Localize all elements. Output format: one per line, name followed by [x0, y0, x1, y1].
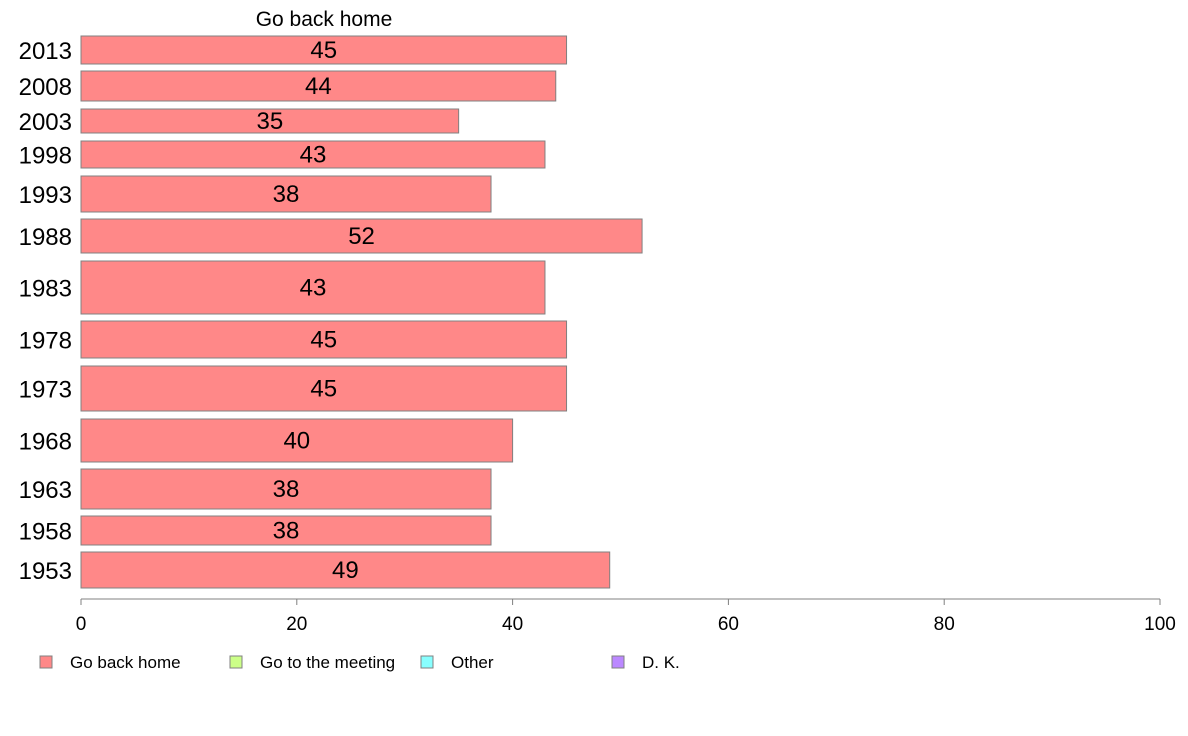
bar-1998	[80, 140, 546, 169]
bar-1953	[80, 551, 611, 589]
bar-2003	[80, 108, 460, 134]
category-label: 1968	[19, 429, 72, 456]
x-tick-label: 60	[718, 614, 739, 635]
bar-1983	[80, 260, 546, 315]
bar-value-label: 40	[283, 428, 310, 455]
bar-1968	[80, 418, 514, 463]
category-label: 2013	[19, 38, 72, 65]
legend-label: Other	[451, 653, 494, 672]
bar-value-label: 43	[300, 275, 327, 302]
x-tick-label: 20	[286, 614, 307, 635]
x-tick-label: 80	[934, 614, 955, 635]
x-tick-label: 100	[1144, 614, 1176, 635]
bar-value-label: 35	[256, 108, 283, 135]
x-tick-label: 0	[76, 614, 87, 635]
legend-label: Go to the meeting	[260, 653, 395, 672]
bar-value-label: 38	[273, 181, 300, 208]
bar-value-label: 44	[305, 73, 332, 100]
category-label: 1953	[19, 558, 72, 585]
legend-swatch	[420, 655, 434, 669]
bar-2013	[80, 35, 568, 65]
bar-1958	[80, 515, 492, 546]
category-label: 1958	[19, 519, 72, 546]
bar-value-label: 45	[310, 376, 337, 403]
bar-value-label: 45	[310, 37, 337, 64]
category-label: 1963	[19, 477, 72, 504]
category-label: 1973	[19, 377, 72, 404]
legend-swatch	[229, 655, 243, 669]
bar-value-label: 52	[348, 223, 375, 250]
category-label: 2008	[19, 74, 72, 101]
legend-label: Go back home	[70, 653, 181, 672]
chart-title: Go back home	[256, 8, 393, 31]
bar-1973	[80, 365, 568, 412]
x-tick-label: 40	[502, 614, 523, 635]
category-label: 1983	[19, 276, 72, 303]
legend-swatch	[611, 655, 625, 669]
category-label: 2003	[19, 109, 72, 136]
bar-value-label: 43	[300, 142, 327, 169]
bar-1978	[80, 320, 568, 359]
category-label: 1988	[19, 224, 72, 251]
bar-value-label: 38	[273, 518, 300, 545]
bars-group: 45 2013 44 2008 35 2003 43 1998 38 1993 52 1988 43 19…	[19, 35, 643, 589]
legend: Go back home Go to the meeting Other D. K.	[39, 653, 680, 672]
bar-1988	[80, 218, 643, 254]
bar-value-label: 38	[273, 476, 300, 503]
category-label: 1993	[19, 182, 72, 209]
bar-value-label: 45	[310, 327, 337, 354]
bar-1993	[80, 175, 492, 213]
bar-value-label: 49	[332, 557, 359, 584]
bar-2008	[80, 70, 557, 102]
x-axis: 0 20 40 60 80 100	[76, 598, 1176, 635]
category-label: 1978	[19, 328, 72, 355]
legend-swatch	[39, 655, 53, 669]
bar-1963	[80, 468, 492, 510]
category-label: 1998	[19, 143, 72, 170]
legend-label: D. K.	[642, 653, 680, 672]
